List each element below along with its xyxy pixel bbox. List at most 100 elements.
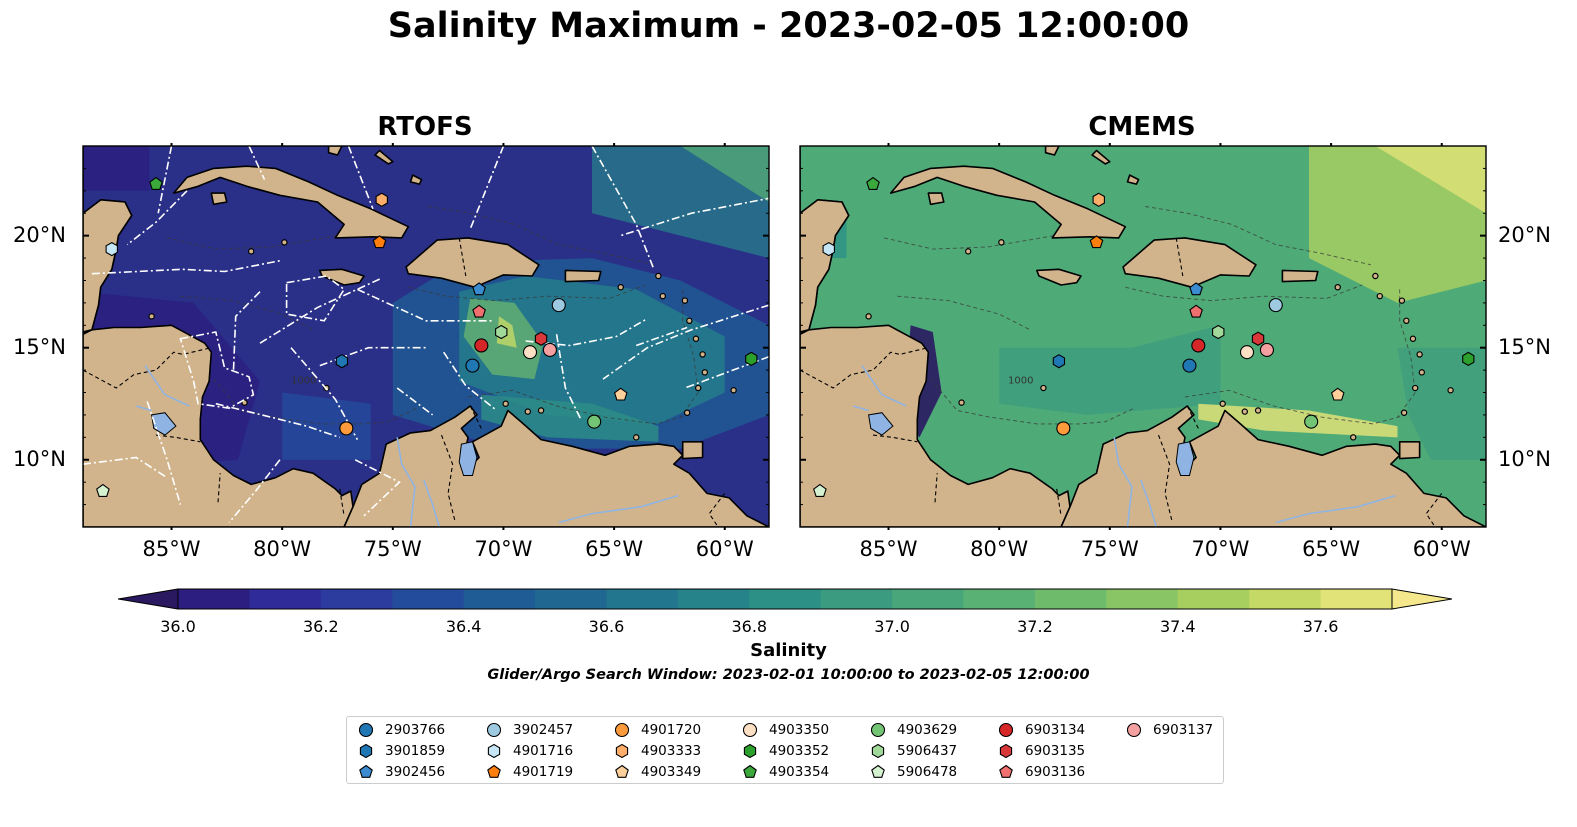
- float-marker-3901859[interactable]: [335, 354, 349, 369]
- float-marker-4901716[interactable]: [105, 241, 118, 257]
- float-marker-4903352[interactable]: [1462, 351, 1475, 367]
- panel-title-rtofs: RTOFS: [377, 112, 473, 142]
- float-marker-3902456[interactable]: [472, 282, 486, 296]
- float-marker-4903352[interactable]: [745, 351, 758, 367]
- legend-item: 4903354: [741, 762, 829, 782]
- lon-tick-label: 75°W: [363, 537, 422, 561]
- land-bahamas-c: [409, 174, 423, 185]
- lon-tick-label: 70°W: [474, 537, 533, 561]
- float-marker-6903136[interactable]: [1189, 304, 1203, 318]
- float-marker-4901720[interactable]: [339, 421, 354, 436]
- legend-label: 4901719: [513, 764, 574, 780]
- legend-item: 4903333: [613, 741, 701, 761]
- land-isla: [210, 192, 228, 206]
- legend-marker-icon: [615, 743, 629, 759]
- float-marker-4903333[interactable]: [375, 192, 388, 207]
- legend-item: 4903350: [741, 720, 829, 740]
- contour-label: 1000: [1008, 376, 1033, 387]
- legend-label: 3902457: [513, 722, 574, 738]
- float-marker-6903137[interactable]: [1259, 342, 1274, 357]
- colorbar-tick-label: 37.2: [1017, 617, 1053, 636]
- float-marker-6903134[interactable]: [474, 338, 489, 353]
- float-marker-4901716[interactable]: [822, 241, 835, 257]
- float-marker-4903349[interactable]: [1330, 387, 1345, 401]
- land-south-america: [1060, 405, 1486, 527]
- land-isla: [927, 192, 945, 206]
- float-marker-5906478[interactable]: [96, 483, 110, 497]
- legend-label: 4903629: [897, 722, 958, 738]
- float-marker-4903354[interactable]: [866, 176, 880, 190]
- float-marker-6903134[interactable]: [1191, 338, 1206, 353]
- lon-tick-label: 65°W: [1302, 537, 1361, 561]
- legend-label: 2903766: [385, 722, 446, 738]
- float-marker-4903333[interactable]: [1092, 192, 1105, 207]
- colorbar-tick-label: 36.2: [303, 617, 339, 636]
- legend-item: 4903349: [613, 762, 701, 782]
- lon-tick-label: 85°W: [859, 537, 918, 561]
- float-marker-6903136[interactable]: [472, 304, 486, 318]
- float-marker-3902457[interactable]: [551, 298, 566, 313]
- legend-item: 4903629: [869, 720, 957, 740]
- legend-marker-icon: [999, 764, 1013, 778]
- legend-item: 2903766: [357, 720, 445, 740]
- float-marker-3901859[interactable]: [1052, 354, 1066, 369]
- land-puerto-rico: [564, 269, 602, 283]
- lat-tick-label-right: 15°N: [1498, 334, 1551, 359]
- float-marker-4903350[interactable]: [522, 345, 538, 360]
- lat-tick-label-left: 15°N: [13, 334, 66, 359]
- land-hispaniola: [405, 237, 540, 288]
- colorbar: [117, 588, 1453, 614]
- colorbar-tick-label: 36.6: [588, 617, 625, 636]
- legend-item: 6903137: [1125, 720, 1213, 740]
- legend-marker-icon: [743, 743, 757, 759]
- legend-item: 6903136: [997, 762, 1085, 782]
- float-marker-5906478[interactable]: [813, 483, 827, 497]
- float-marker-2903766[interactable]: [1182, 358, 1197, 373]
- legend-marker-icon: [870, 722, 886, 738]
- colorbar-tick-label: 36.8: [731, 617, 768, 636]
- legend-marker-icon: [742, 722, 758, 738]
- float-marker-3902456[interactable]: [1189, 282, 1203, 296]
- legend-marker-icon: [615, 764, 629, 778]
- figure-title: Salinity Maximum - 2023-02-05 12:00:00: [387, 6, 1190, 46]
- float-marker-4903629[interactable]: [1304, 414, 1319, 429]
- float-marker-4903349[interactable]: [613, 387, 628, 401]
- legend-marker-icon: [614, 722, 630, 738]
- float-marker-4903629[interactable]: [587, 414, 602, 429]
- legend-item: 5906437: [869, 741, 957, 761]
- land-bahamas-c: [1126, 174, 1140, 185]
- lat-tick-label-left: 10°N: [13, 446, 66, 471]
- legend-label: 6903134: [1025, 722, 1086, 738]
- legend-marker-icon: [359, 764, 373, 778]
- legend-label: 3901859: [385, 743, 446, 759]
- lon-tick-label: 85°W: [142, 537, 201, 561]
- colorbar-tick-label: 36.4: [445, 617, 482, 636]
- legend-item: 6903135: [997, 741, 1085, 761]
- land-cuba: [172, 165, 410, 239]
- float-marker-4901719[interactable]: [372, 235, 387, 249]
- float-marker-5906437[interactable]: [1212, 324, 1225, 340]
- legend-marker-icon: [871, 764, 885, 778]
- land-bahamas-b: [374, 149, 394, 165]
- land-jamaica: [1036, 268, 1082, 286]
- lon-tick-label: 75°W: [1080, 537, 1139, 561]
- float-marker-4903354[interactable]: [149, 176, 163, 190]
- legend-marker-icon: [1126, 722, 1142, 738]
- lon-tick-label: 60°W: [1412, 537, 1471, 561]
- float-marker-5906437[interactable]: [495, 324, 508, 340]
- float-marker-3902457[interactable]: [1268, 298, 1283, 313]
- float-marker-4901719[interactable]: [1089, 235, 1104, 249]
- legend-label: 5906437: [897, 743, 958, 759]
- float-marker-4903350[interactable]: [1239, 345, 1255, 360]
- float-marker-6903137[interactable]: [542, 342, 557, 357]
- land-puerto-rico: [1281, 269, 1319, 283]
- float-marker-6903135[interactable]: [1251, 331, 1265, 346]
- legend-marker-icon: [871, 743, 885, 759]
- land-bahamas-a: [327, 146, 343, 156]
- float-marker-4901720[interactable]: [1056, 421, 1071, 436]
- lon-tick-label: 80°W: [253, 537, 312, 561]
- float-marker-6903135[interactable]: [534, 331, 548, 346]
- legend-label: 4903349: [641, 764, 702, 780]
- legend-item: 6903134: [997, 720, 1085, 740]
- float-marker-2903766[interactable]: [465, 358, 480, 373]
